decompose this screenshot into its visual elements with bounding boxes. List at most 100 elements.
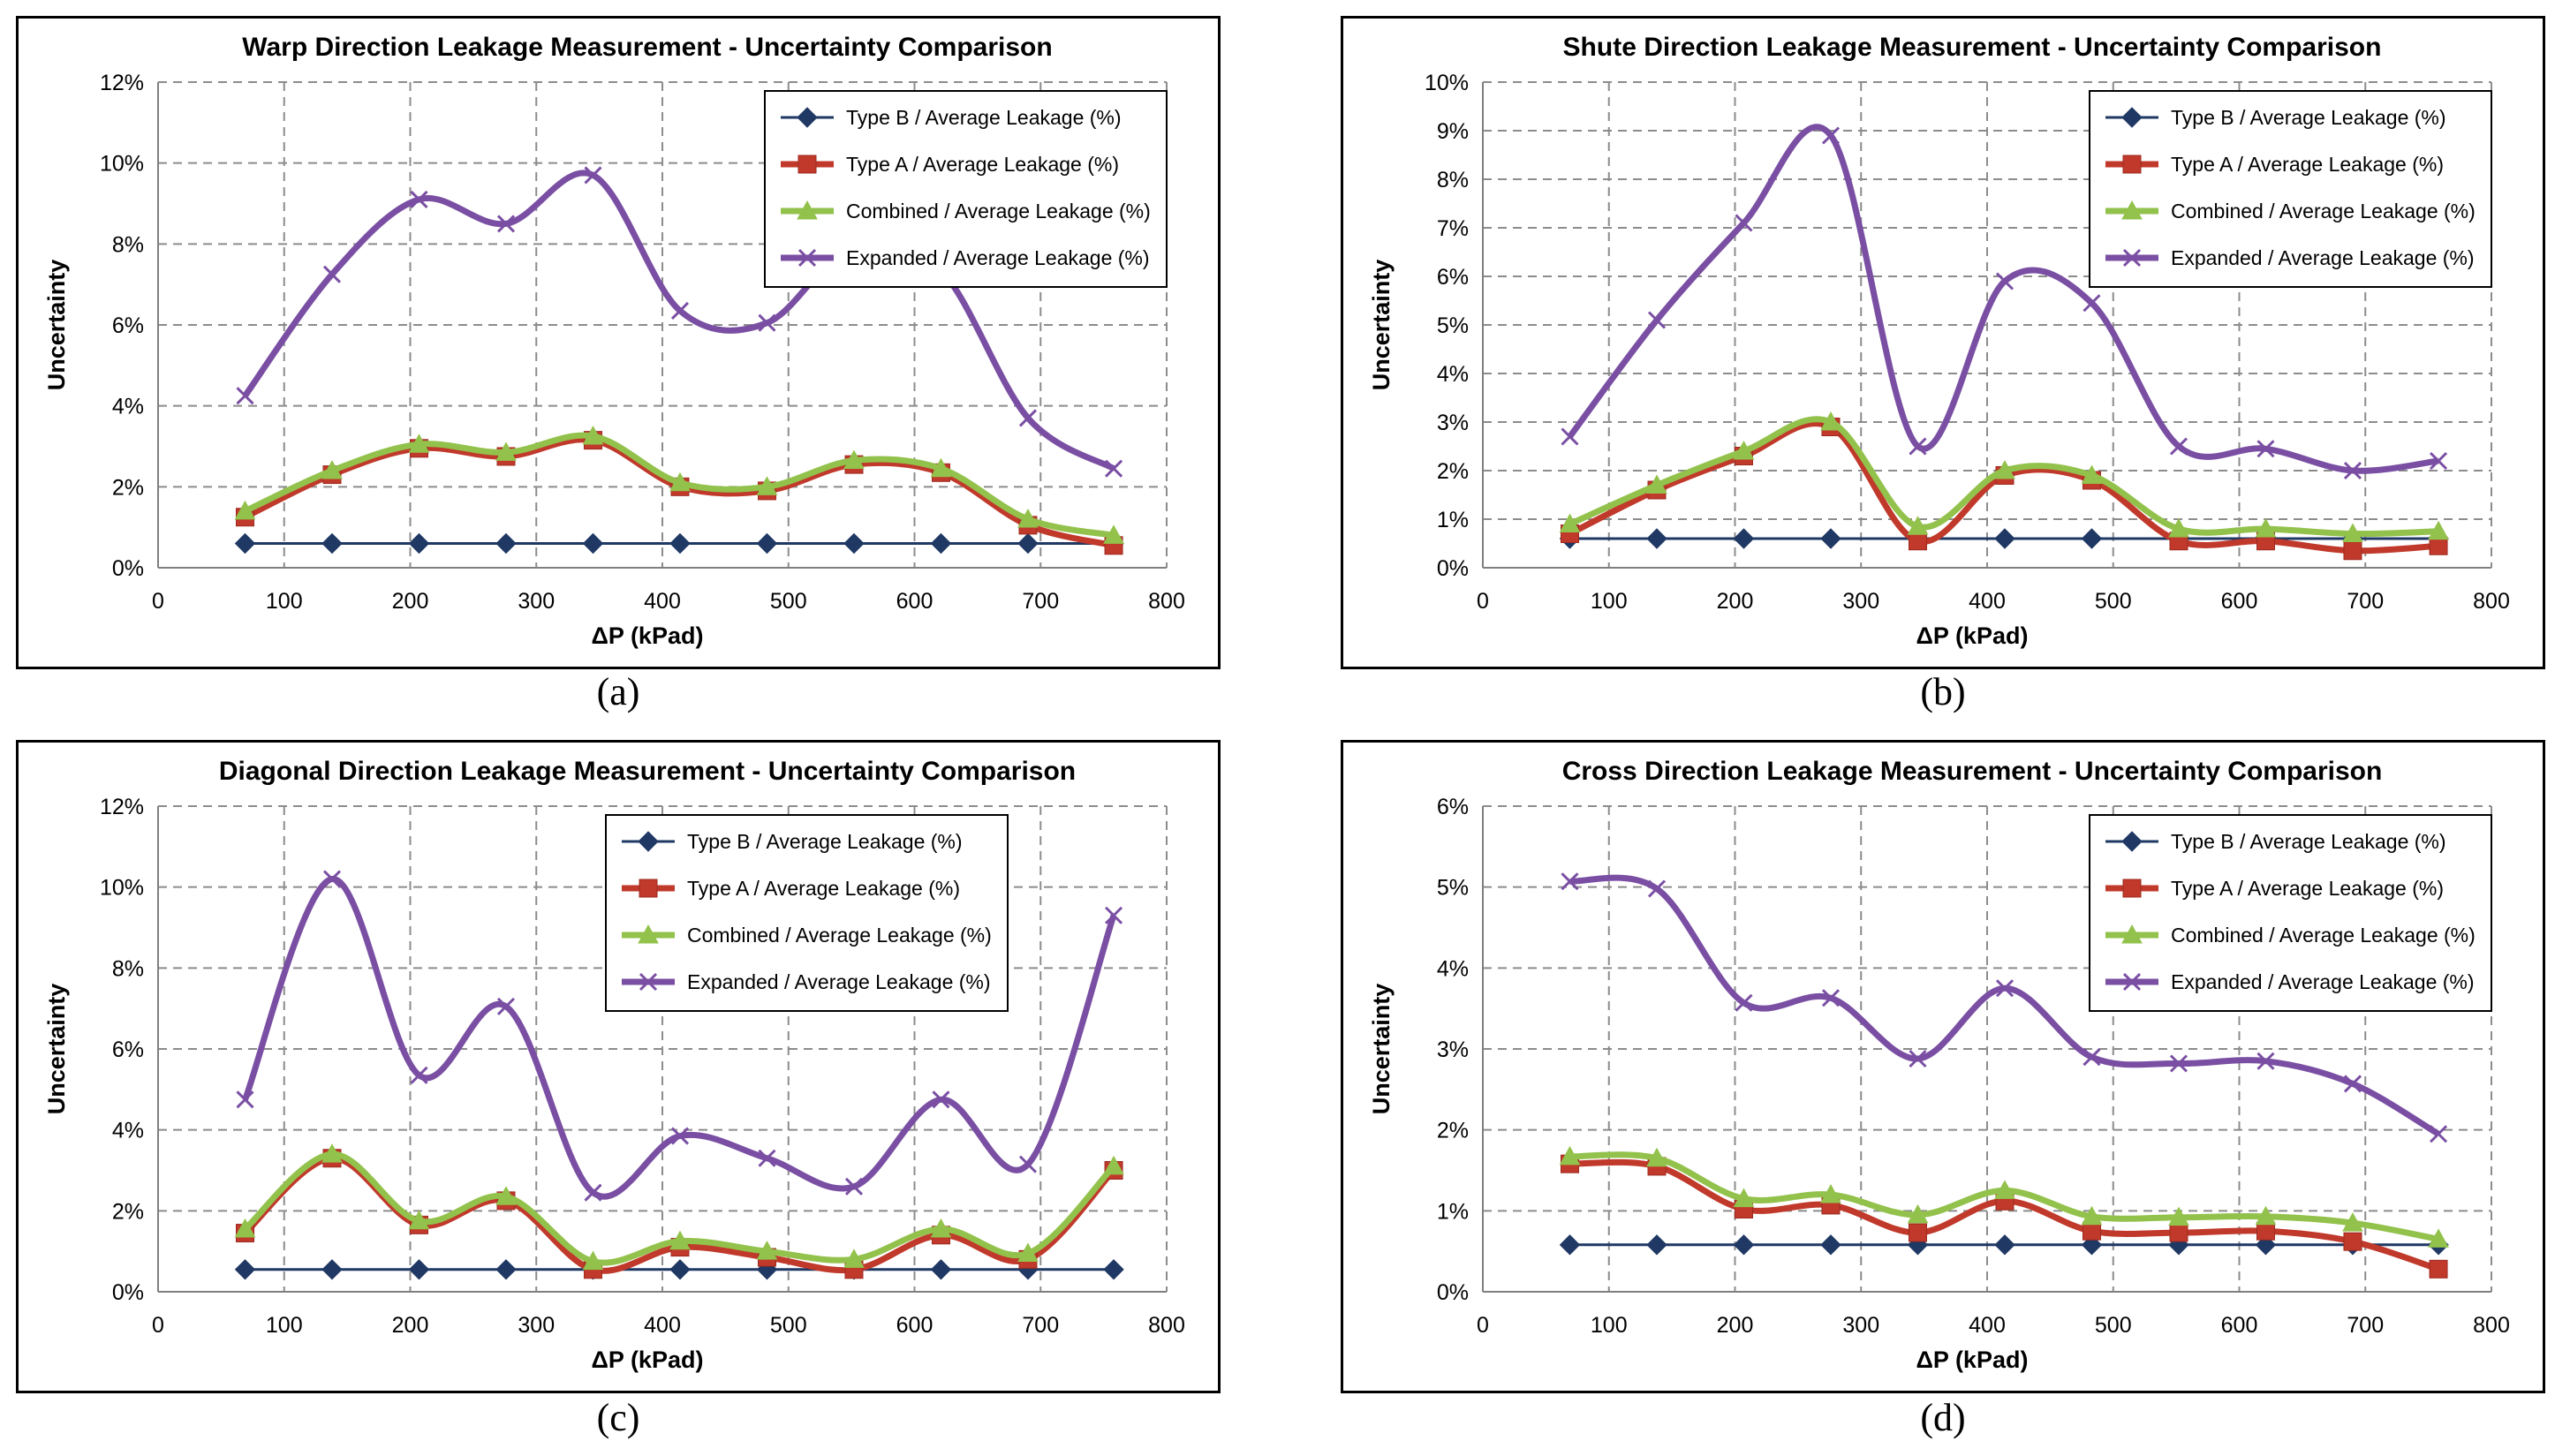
data-point-expanded-stroke-2 — [496, 215, 516, 233]
legend-marker-type-a — [2122, 879, 2142, 898]
y-tick-label: 5% — [1437, 313, 1469, 338]
data-point-combined — [756, 476, 778, 495]
data-point-expanded — [1909, 437, 1927, 456]
data-point-expanded-stroke-2 — [2169, 437, 2188, 456]
data-point-expanded-stroke-2 — [1909, 437, 1927, 456]
series-type-a — [235, 1149, 1123, 1279]
data-point-type-b — [1820, 528, 1841, 549]
data-point-expanded — [758, 313, 776, 332]
y-tick-label: 8% — [112, 232, 144, 257]
data-point-expanded — [1018, 409, 1038, 427]
data-point-type-b — [669, 532, 691, 554]
legend-label-type-a: Type A / Average Leakage (%) — [687, 877, 960, 900]
x-tick-label: 0 — [152, 589, 164, 614]
x-tick-label: 0 — [1477, 589, 1489, 614]
data-point-expanded — [2169, 437, 2188, 456]
data-point-type-a — [2429, 1259, 2448, 1279]
data-point-type-b — [495, 1259, 517, 1280]
data-point-combined — [321, 1143, 343, 1163]
data-point-expanded — [2343, 461, 2362, 480]
data-point-combined — [2428, 520, 2449, 540]
x-tick-label: 500 — [770, 589, 807, 614]
data-point-type-b — [930, 532, 952, 554]
legend-label-type-b: Type B / Average Leakage (%) — [846, 106, 1122, 129]
data-point-expanded-stroke-2 — [670, 1127, 690, 1145]
y-tick-label: 12% — [100, 71, 144, 95]
data-point-expanded-stroke-2 — [1647, 879, 1667, 898]
data-point-expanded — [2169, 1054, 2188, 1073]
data-point-combined — [2342, 523, 2363, 542]
legend-marker-expanded — [797, 248, 817, 268]
legend-label-type-b: Type B / Average Leakage (%) — [687, 830, 963, 853]
data-point-expanded-stroke-2 — [584, 1183, 602, 1202]
x-tick-label: 600 — [896, 589, 934, 614]
x-tick-label: 400 — [1969, 589, 2006, 614]
data-point-type-b — [1646, 1234, 1667, 1256]
data-point-combined — [2168, 517, 2189, 538]
x-tick-label: 300 — [518, 1313, 555, 1338]
legend-marker-type-b — [2121, 831, 2143, 852]
data-point-expanded — [584, 1183, 602, 1202]
data-point-expanded — [236, 387, 254, 405]
y-tick-label: 0% — [112, 556, 144, 581]
y-tick-label: 6% — [112, 1037, 144, 1062]
y-tick-label: 6% — [1437, 265, 1469, 290]
legend-marker-expanded — [639, 972, 658, 992]
data-point-type-b — [234, 1259, 256, 1280]
data-point-type-b — [1646, 528, 1667, 549]
data-point-expanded — [844, 1177, 864, 1196]
legend-marker-expanded-stroke-2 — [2122, 972, 2142, 992]
data-point-combined — [669, 472, 691, 492]
legend-marker-type-b — [797, 107, 818, 128]
chart-title: Diagonal Direction Leakage Measurement -… — [219, 757, 1076, 786]
data-point-expanded — [758, 1149, 776, 1167]
chart-panel-diagonal: Diagonal Direction Leakage Measurement -… — [16, 740, 1221, 1393]
data-point-type-b — [669, 1259, 691, 1280]
data-point-expanded-stroke-2 — [844, 1177, 864, 1196]
x-tick-label: 800 — [2473, 589, 2510, 614]
data-point-combined — [1017, 508, 1039, 528]
legend-marker-combined — [2121, 924, 2143, 944]
series-line-expanded — [1569, 874, 2440, 1137]
data-point-expanded — [670, 301, 690, 321]
x-tick-label: 200 — [392, 589, 429, 614]
series-line-combined — [1569, 416, 2439, 538]
x-tick-label: 700 — [1022, 589, 1059, 614]
series-expanded — [1561, 124, 2448, 480]
x-tick-label: 100 — [1591, 589, 1628, 614]
data-point-combined — [843, 449, 865, 470]
y-tick-label: 2% — [112, 1199, 144, 1224]
data-point-expanded-stroke-2 — [1821, 126, 1841, 145]
chart-panel-shute: Shute Direction Leakage Measurement - Un… — [1341, 16, 2545, 669]
data-point-type-b — [843, 532, 865, 554]
x-tick-label: 400 — [1969, 1313, 2006, 1338]
data-point-expanded — [236, 1090, 254, 1109]
legend-label-combined: Combined / Average Leakage (%) — [687, 924, 992, 947]
chart-svg-warp: Warp Direction Leakage Measurement - Unc… — [43, 33, 1185, 649]
legend: Type B / Average Leakage (%) Type A / Ave… — [2089, 814, 2492, 1012]
x-tick-label: 500 — [2095, 1313, 2132, 1338]
data-point-type-b — [1733, 528, 1755, 549]
y-axis-label: Uncertainty — [43, 984, 70, 1115]
y-axis-label: Uncertainty — [1368, 984, 1395, 1115]
data-point-expanded-stroke-2 — [1995, 979, 2015, 998]
data-point-combined — [2168, 1206, 2189, 1226]
data-point-combined — [1733, 1188, 1755, 1208]
series-combined — [1559, 1145, 2449, 1248]
data-point-combined — [1559, 1145, 1581, 1166]
series-line-expanded — [242, 876, 1117, 1200]
y-tick-label: 0% — [112, 1280, 144, 1305]
legend-label-type-a: Type A / Average Leakage (%) — [2171, 877, 2444, 900]
data-point-expanded — [496, 997, 516, 1015]
x-axis-label: ΔP (kPad) — [592, 622, 704, 649]
data-point-expanded-stroke-2 — [758, 313, 776, 332]
data-point-type-b — [1017, 532, 1039, 554]
data-point-expanded — [322, 265, 342, 283]
y-tick-label: 0% — [1437, 556, 1469, 581]
data-point-expanded — [584, 166, 602, 185]
x-tick-label: 800 — [1148, 589, 1185, 614]
data-point-expanded-stroke-2 — [1104, 459, 1123, 478]
data-point-expanded — [1561, 872, 1579, 891]
x-tick-label: 600 — [2221, 1313, 2258, 1338]
data-point-combined — [1103, 524, 1124, 544]
